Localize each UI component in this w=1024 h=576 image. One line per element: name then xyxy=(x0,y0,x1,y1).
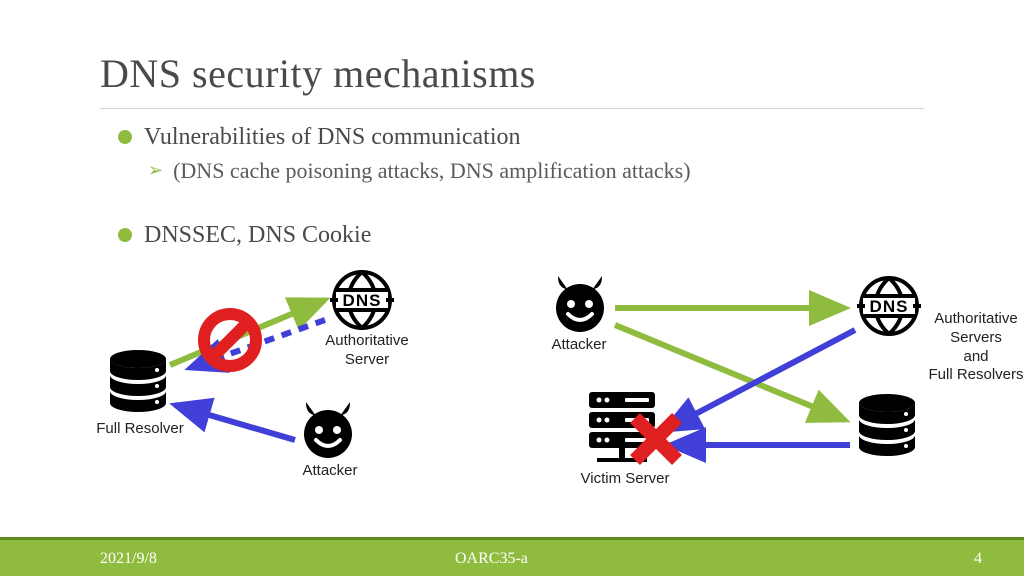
victim-label: Victim Server xyxy=(565,470,685,489)
auth-server-label: Authoritative Server xyxy=(312,332,422,370)
devil-icon xyxy=(298,400,358,460)
full-resolver-label: Full Resolver xyxy=(80,420,200,439)
database-icon xyxy=(108,350,168,416)
footer-date: 2021/9/8 xyxy=(100,550,157,568)
database-icon xyxy=(857,394,917,460)
bullet-1: Vulnerabilities of DNS communication xyxy=(118,124,521,151)
attacker-label: Attacker xyxy=(539,336,619,355)
diagram-left: Full Resolver DNS Authoritative Server xyxy=(80,270,460,510)
title-rule xyxy=(100,108,924,109)
slide: DNS security mechanisms Vulnerabilities … xyxy=(0,0,1024,576)
bullet-1-sub-text: (DNS cache poisoning attacks, DNS amplif… xyxy=(173,158,690,184)
bullet-dot-icon xyxy=(118,130,132,144)
bullet-2: DNSSEC, DNS Cookie xyxy=(118,222,371,249)
footer-page: 4 xyxy=(974,550,982,568)
diagram-right: Attacker DNS Authorit xyxy=(505,270,975,520)
cross-icon xyxy=(629,412,683,466)
devil-icon xyxy=(550,274,610,334)
chevron-icon: ➢ xyxy=(148,160,163,181)
bullet-1-sub: ➢ (DNS cache poisoning attacks, DNS ampl… xyxy=(148,158,691,184)
footer: 2021/9/8 OARC35-a 4 xyxy=(0,538,1024,576)
dns-globe-icon: DNS xyxy=(857,274,921,338)
slide-title: DNS security mechanisms xyxy=(100,50,536,97)
bullet-dot-icon xyxy=(118,228,132,242)
svg-text:DNS: DNS xyxy=(343,291,382,310)
auth-resolvers-label: Authoritative Servers and Full Resolvers xyxy=(921,310,1024,385)
bullet-2-text: DNSSEC, DNS Cookie xyxy=(144,222,371,249)
prohibit-icon xyxy=(198,308,262,372)
bullet-1-text: Vulnerabilities of DNS communication xyxy=(144,124,521,151)
dns-globe-icon: DNS xyxy=(330,268,394,332)
svg-text:DNS: DNS xyxy=(870,297,909,316)
footer-center: OARC35-a xyxy=(455,550,528,568)
attacker-label: Attacker xyxy=(290,462,370,481)
